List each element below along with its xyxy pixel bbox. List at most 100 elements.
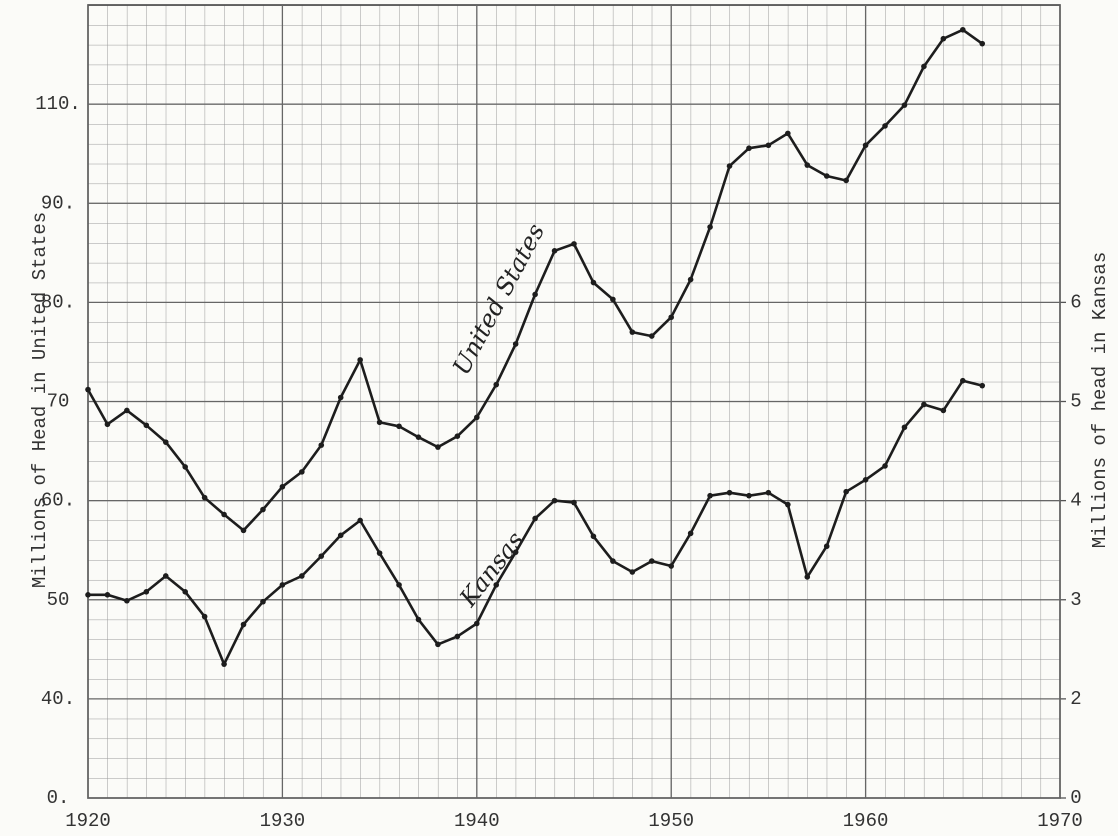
data-point	[532, 515, 538, 522]
data-point	[551, 497, 558, 504]
data-point	[85, 386, 91, 393]
data-point	[201, 613, 208, 620]
data-point	[104, 421, 111, 428]
data-point	[940, 35, 947, 42]
y2-tick-label: 0	[1070, 787, 1081, 809]
y-tick-label: 60.	[41, 490, 75, 512]
data-point	[357, 357, 363, 363]
data-point	[707, 492, 713, 499]
data-point	[396, 582, 402, 588]
data-point	[240, 621, 247, 628]
data-point	[415, 616, 422, 623]
x-tick-label: 1920	[65, 810, 111, 832]
y2-tick-label: 2	[1070, 688, 1081, 710]
x-tick-label: 1940	[454, 810, 500, 832]
data-point	[765, 489, 772, 496]
data-point	[610, 558, 616, 564]
data-point	[182, 589, 188, 595]
data-point	[668, 314, 674, 321]
data-point	[979, 40, 986, 47]
data-point	[376, 550, 383, 556]
data-point	[960, 377, 966, 384]
data-point	[862, 477, 869, 483]
data-point	[260, 598, 266, 605]
data-point	[162, 573, 169, 579]
data-point	[435, 641, 441, 648]
data-point	[318, 442, 325, 448]
data-point	[415, 434, 422, 440]
y-tick-label: 0.	[47, 787, 70, 809]
data-point	[648, 333, 655, 339]
data-point	[493, 582, 500, 588]
y-axis-label: Millions of Head in United States	[29, 212, 51, 588]
data-point	[571, 499, 577, 506]
y-tick-label: 80.	[41, 291, 75, 313]
x-tick-label: 1950	[648, 810, 694, 832]
data-point	[668, 563, 674, 569]
data-point	[376, 419, 383, 426]
data-point	[687, 276, 694, 283]
data-point	[143, 422, 150, 429]
data-point	[512, 549, 519, 555]
x-tick-label: 1970	[1037, 810, 1083, 832]
data-point	[104, 591, 111, 598]
data-point	[843, 488, 849, 495]
y2-tick-label: 5	[1070, 391, 1081, 413]
data-point	[85, 591, 91, 598]
data-point	[765, 142, 772, 149]
data-point	[901, 102, 908, 108]
data-point	[260, 506, 266, 513]
data-point	[474, 620, 480, 627]
data-point	[862, 142, 869, 149]
data-point	[318, 553, 325, 559]
y2-axis-label: Millions of head in Kansas	[1089, 252, 1111, 548]
data-point	[201, 494, 208, 501]
y-tick-label: 50	[47, 589, 70, 611]
data-point	[474, 414, 480, 421]
data-point	[454, 633, 461, 640]
y-tick-label: 110.	[35, 93, 81, 115]
data-point	[610, 296, 616, 303]
data-point	[337, 532, 344, 539]
data-point	[337, 394, 344, 401]
data-point	[882, 123, 888, 129]
data-point	[299, 573, 305, 579]
data-point	[785, 130, 791, 137]
x-tick-label: 1930	[260, 810, 306, 832]
data-point	[162, 439, 169, 445]
data-point	[454, 433, 461, 439]
y-tick-label: 90.	[41, 192, 75, 214]
data-point	[960, 26, 966, 33]
data-point	[629, 569, 636, 575]
y2-tick-label: 6	[1070, 291, 1081, 313]
data-point	[804, 162, 811, 168]
y2-tick-label: 3	[1070, 589, 1081, 611]
data-point	[648, 558, 655, 564]
data-point	[590, 533, 597, 540]
data-point	[746, 145, 752, 152]
data-point	[746, 492, 752, 499]
data-point	[843, 177, 849, 184]
data-point	[221, 511, 227, 518]
data-point	[532, 291, 538, 298]
data-point	[124, 597, 130, 604]
data-point	[240, 527, 247, 534]
data-point	[940, 407, 947, 414]
data-point	[726, 489, 733, 496]
data-point	[707, 224, 713, 230]
data-point	[687, 530, 694, 537]
data-point	[493, 381, 500, 388]
data-point	[901, 424, 908, 431]
x-tick-label: 1960	[843, 810, 889, 832]
data-point	[279, 483, 286, 490]
data-point	[823, 543, 830, 550]
data-point	[804, 574, 811, 580]
data-point	[571, 241, 577, 247]
data-point	[882, 463, 888, 469]
data-point	[590, 279, 597, 286]
data-point	[221, 661, 227, 667]
data-point	[823, 173, 830, 179]
y2-tick-label: 4	[1070, 490, 1081, 512]
data-point	[551, 248, 558, 254]
